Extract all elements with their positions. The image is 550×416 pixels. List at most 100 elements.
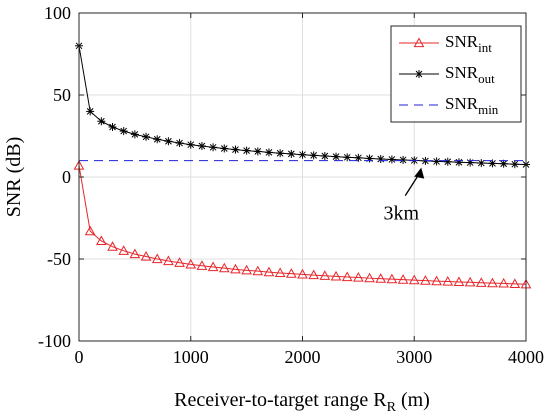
data-point-out — [86, 107, 95, 116]
series-lines — [73, 41, 532, 289]
data-point-out — [454, 158, 463, 167]
legend-label-int: SNRint — [445, 32, 492, 55]
data-point-out — [142, 132, 151, 141]
asterisk-stroke — [299, 151, 306, 159]
y-tick-label: -100 — [38, 331, 71, 351]
legend-label-main: SNR — [445, 32, 479, 51]
annotation-arrow-head — [414, 167, 425, 179]
x-tick-label: 3000 — [396, 347, 432, 367]
annotations: 3km — [383, 167, 425, 225]
asterisk-stroke — [187, 141, 195, 149]
data-point-out — [510, 160, 519, 169]
data-point-out — [365, 154, 374, 163]
tick-labels: 0 1000 2000 3000 4000 -100 -50 0 50 100 — [38, 3, 544, 367]
data-point-int — [397, 274, 409, 284]
x-axis-title-unit: (m) — [396, 389, 430, 411]
data-point-int — [107, 241, 118, 251]
x-tick-label: 0 — [75, 347, 84, 367]
data-point-out — [130, 130, 139, 139]
data-point-int — [431, 275, 442, 286]
data-point-int — [129, 248, 141, 259]
data-point-out — [231, 145, 240, 154]
data-point-int — [118, 245, 130, 255]
legend-label-main: SNR — [445, 94, 479, 113]
asterisk-stroke — [343, 153, 351, 161]
x-axis-title-main: Receiver-to-target range R — [174, 389, 387, 411]
data-point-out — [466, 158, 475, 167]
legend-label-subscript: out — [478, 71, 495, 86]
data-point-out — [287, 149, 296, 158]
data-point-out — [432, 157, 441, 166]
asterisk-stroke — [321, 152, 329, 160]
legend-item-int: SNRint — [399, 32, 492, 55]
data-point-out — [488, 159, 497, 168]
asterisk-stroke — [477, 159, 485, 167]
asterisk-stroke — [388, 156, 396, 163]
data-point-int — [442, 275, 454, 286]
data-point-int — [207, 261, 219, 272]
asterisk-stroke — [415, 70, 423, 78]
asterisk-stroke — [86, 108, 94, 115]
data-point-int — [285, 268, 297, 278]
asterisk-stroke — [332, 153, 340, 161]
asterisk-stroke — [153, 135, 161, 143]
asterisk-stroke — [243, 147, 250, 154]
data-point-out — [175, 139, 184, 148]
y-tick-label: 0 — [62, 167, 71, 187]
asterisk-stroke — [232, 146, 239, 153]
asterisk-stroke — [511, 160, 519, 168]
legend-label-main: SNR — [445, 63, 479, 82]
data-point-int — [308, 269, 320, 280]
data-point-int — [297, 268, 308, 279]
data-point-int — [241, 264, 252, 275]
asterisk-stroke — [165, 137, 172, 145]
data-point-int — [319, 270, 331, 280]
asterisk-stroke — [489, 160, 496, 167]
data-point-int — [84, 225, 96, 236]
y-tick-label: 50 — [53, 85, 71, 105]
y-tick-label: 100 — [44, 3, 71, 23]
legend-label-subscript: int — [478, 40, 492, 55]
axes-frame — [78, 12, 527, 342]
asterisk-stroke — [265, 149, 273, 156]
data-point-int — [408, 274, 420, 285]
data-point-int — [140, 251, 152, 261]
data-point-int — [420, 275, 431, 285]
data-point-out — [309, 151, 318, 160]
asterisk-stroke — [287, 150, 295, 158]
asterisk-stroke — [377, 155, 385, 163]
asterisk-stroke — [399, 156, 407, 164]
legend-marker-int — [413, 37, 425, 48]
data-point-out — [387, 155, 396, 164]
asterisk-stroke — [254, 148, 262, 155]
data-point-int — [487, 277, 498, 288]
data-point-int — [364, 272, 375, 283]
data-point-out — [97, 117, 106, 126]
data-point-out — [153, 135, 162, 144]
data-point-out — [264, 148, 273, 157]
data-point-int — [341, 271, 353, 282]
asterisk-stroke — [433, 158, 440, 165]
data-point-int — [230, 263, 241, 274]
data-point-int — [218, 262, 230, 273]
data-point-out — [253, 147, 262, 156]
data-point-int — [151, 253, 163, 264]
data-point-out — [343, 153, 352, 162]
data-point-out — [320, 152, 329, 161]
x-tick-label: 1000 — [173, 347, 209, 367]
asterisk-stroke — [500, 160, 508, 168]
asterisk-stroke — [142, 133, 150, 141]
x-tick-label: 4000 — [508, 347, 544, 367]
data-point-out — [332, 152, 341, 161]
asterisk-stroke — [120, 127, 128, 135]
annotation-label: 3km — [383, 203, 419, 225]
data-point-int — [252, 265, 264, 276]
asterisk-stroke — [355, 154, 362, 162]
x-axis-title-subscript: R — [387, 400, 397, 415]
series-int — [73, 159, 532, 289]
data-point-int — [475, 277, 487, 287]
data-point-int — [174, 257, 185, 267]
